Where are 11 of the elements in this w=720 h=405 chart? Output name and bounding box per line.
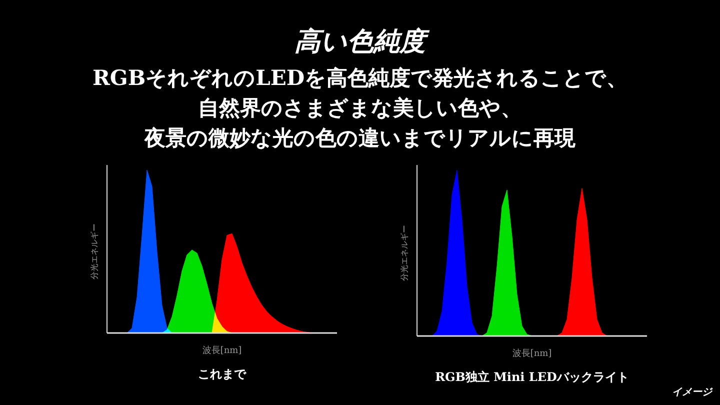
y-axis-title: 分光エネルギー — [400, 225, 409, 281]
text: RGBそれぞれのLEDを高色純度で発光されることで、 — [92, 65, 628, 90]
y-axis-title: 分光エネルギー — [90, 224, 99, 280]
text: 高い色純度 — [294, 27, 430, 57]
text: 自然界のさまざまな美しい色や、 — [198, 95, 522, 120]
text: これまで — [198, 367, 247, 381]
text: RGB独立 Mini LEDバックライト — [435, 370, 629, 384]
text: 夜景の微妙な光の色の違いまでリアルに再現 — [144, 125, 576, 150]
x-axis-title: 波長[nm] — [512, 348, 552, 359]
x-axis-title: 波長[nm] — [202, 345, 242, 356]
text: イメージ — [672, 387, 713, 398]
